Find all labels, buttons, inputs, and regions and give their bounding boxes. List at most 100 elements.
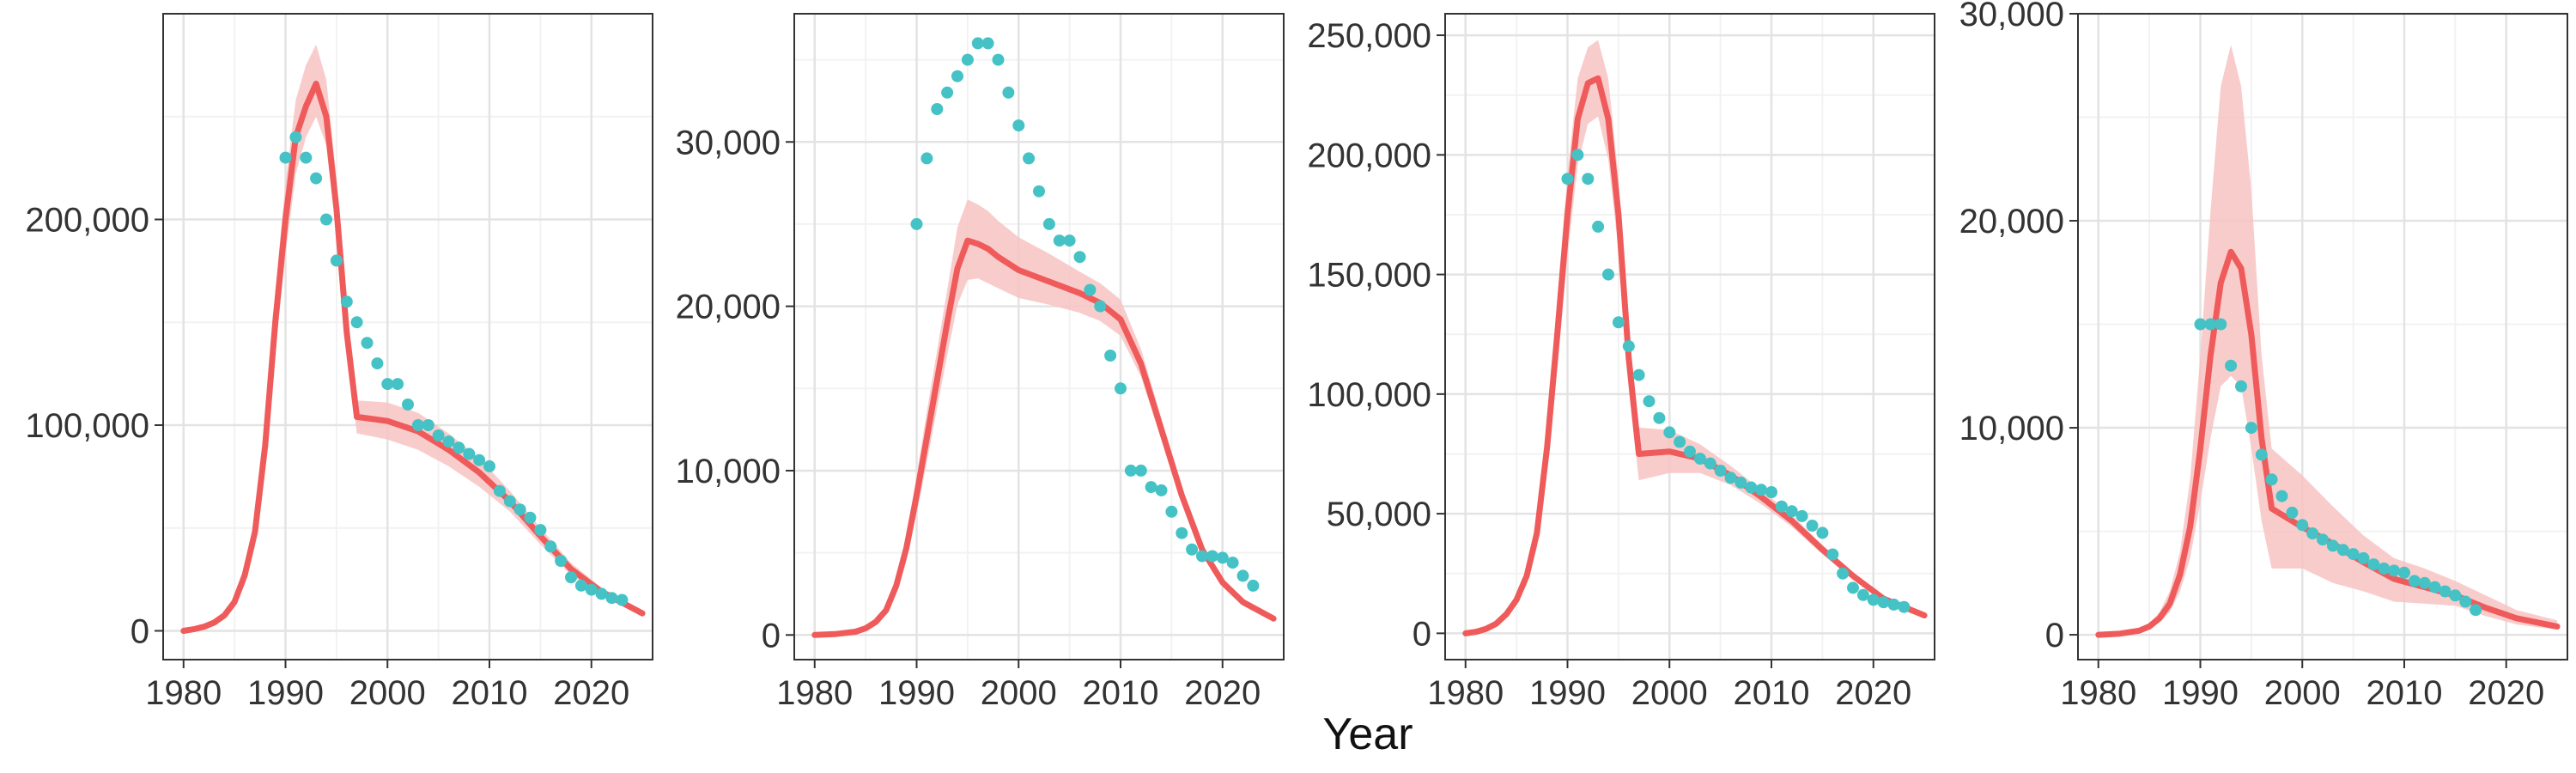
y-tick-label: 30,000	[1959, 0, 2064, 33]
data-point	[402, 399, 414, 411]
data-point	[534, 524, 547, 537]
data-point	[2347, 548, 2360, 561]
data-point	[941, 86, 954, 99]
panel-3: 0 50,000 100,000 150,000 200,000 250,000 1980 1…	[1307, 13, 1935, 712]
x-tick-label: 2010	[1083, 674, 1159, 712]
data-point	[1155, 484, 1168, 496]
data-point	[1602, 268, 1614, 281]
data-point	[574, 579, 587, 592]
data-point	[2367, 558, 2380, 571]
data-point	[2286, 506, 2299, 519]
data-point	[411, 419, 424, 431]
panel-border	[2077, 13, 2568, 660]
data-point	[910, 217, 923, 230]
data-point	[2296, 519, 2309, 532]
data-point	[1745, 481, 1758, 494]
data-point	[1765, 486, 1777, 498]
data-point	[1663, 426, 1676, 439]
data-point	[2428, 581, 2441, 593]
panel-border	[162, 13, 653, 660]
data-point	[1033, 185, 1045, 198]
data-point	[605, 592, 618, 605]
x-tick-label: 2020	[2468, 674, 2544, 712]
data-point	[1806, 520, 1819, 532]
data-point	[961, 53, 974, 66]
x-tick-label: 2000	[2264, 674, 2341, 712]
data-point	[2326, 539, 2339, 552]
data-point	[2245, 422, 2257, 435]
y-tick-label: 10,000	[1959, 410, 2064, 447]
data-point	[2204, 318, 2217, 331]
data-point	[524, 511, 537, 524]
x-tick-label: 1980	[2060, 674, 2136, 712]
data-point	[1094, 300, 1107, 313]
data-point	[1012, 119, 1025, 132]
data-point	[1775, 500, 1788, 513]
data-point	[2255, 448, 2268, 461]
data-point	[544, 540, 557, 553]
data-point	[1785, 505, 1798, 518]
data-point	[2306, 527, 2319, 539]
y-tick-label: 200,000	[25, 201, 149, 239]
data-point	[432, 429, 445, 441]
data-point	[320, 213, 332, 226]
x-tick-label: 1990	[878, 674, 955, 712]
data-point	[463, 447, 476, 460]
x-tick-label: 2020	[1184, 674, 1261, 712]
data-point	[1847, 581, 1859, 594]
uncertainty-band	[2098, 45, 2558, 636]
data-point	[1735, 476, 1747, 489]
data-point	[2418, 576, 2431, 589]
data-point	[2408, 575, 2421, 587]
data-point	[1145, 481, 1157, 494]
data-point	[289, 131, 302, 143]
x-tick-label: 2010	[1734, 674, 1810, 712]
data-point	[442, 435, 455, 448]
model-line	[811, 237, 1277, 638]
data-point	[422, 419, 434, 431]
data-point	[585, 583, 598, 596]
data-point	[595, 587, 608, 600]
data-point	[1216, 551, 1229, 564]
x-tick-label: 2020	[1835, 674, 1911, 712]
data-point	[330, 254, 343, 267]
data-point	[1571, 149, 1584, 161]
data-point	[1684, 445, 1696, 458]
data-point	[1632, 368, 1645, 381]
data-point	[371, 357, 384, 370]
x-tick-label: 2000	[349, 674, 426, 712]
x-tick-label: 1980	[776, 674, 853, 712]
x-tick-label: 2010	[2366, 674, 2443, 712]
x-tick-label: 1990	[2162, 674, 2239, 712]
data-point	[565, 571, 577, 584]
x-tick-label: 2010	[452, 674, 528, 712]
data-point	[300, 151, 313, 164]
data-point	[493, 484, 506, 497]
y-tick-label: 100,000	[1307, 376, 1431, 414]
data-point	[1176, 526, 1188, 539]
data-point	[1653, 411, 1666, 424]
x-tick-label: 2020	[553, 674, 629, 712]
data-point	[2470, 604, 2482, 617]
y-tick-label: 0	[131, 612, 149, 650]
y-tick-label: 0	[762, 617, 781, 654]
data-point	[1612, 316, 1625, 329]
data-point	[1196, 550, 1208, 563]
y-tick-label: 200,000	[1307, 137, 1431, 174]
data-point	[1073, 251, 1086, 264]
data-point	[2357, 551, 2370, 564]
data-point	[1693, 453, 1706, 465]
data-point	[2439, 585, 2451, 598]
y-tick-label: 30,000	[676, 124, 781, 161]
data-point	[1674, 435, 1686, 448]
data-point	[1165, 505, 1178, 518]
data-point	[1867, 593, 1880, 606]
data-point	[1042, 217, 1055, 230]
data-point	[2235, 380, 2247, 393]
data-point	[2194, 318, 2207, 331]
data-point	[1115, 382, 1127, 395]
x-tick-label: 1980	[145, 674, 222, 712]
data-point	[1561, 173, 1574, 186]
data-point	[1582, 173, 1595, 186]
